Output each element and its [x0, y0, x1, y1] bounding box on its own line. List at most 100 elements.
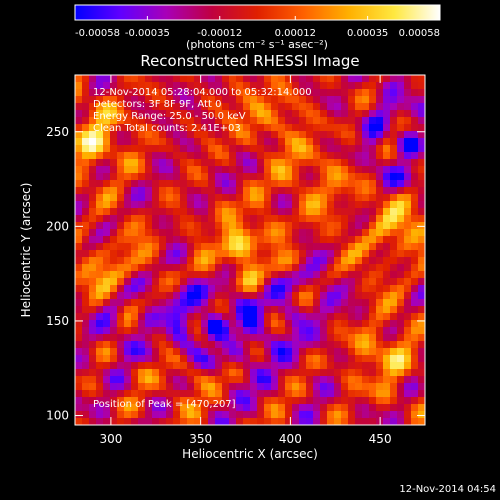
heatmap-cell [124, 348, 132, 356]
heatmap-cell [194, 215, 202, 223]
heatmap-cell [299, 208, 307, 216]
heatmap-cell [243, 418, 251, 425]
heatmap-cell [278, 131, 286, 139]
heatmap-cell [117, 404, 125, 412]
heatmap-cell [159, 222, 167, 230]
heatmap-cell [229, 355, 237, 363]
heatmap-cell [278, 411, 286, 419]
heatmap-cell [236, 411, 244, 419]
heatmap-cell [166, 299, 174, 307]
heatmap-cell [306, 208, 314, 216]
heatmap-cell [376, 264, 384, 272]
heatmap-cell [264, 264, 272, 272]
heatmap-cell [369, 292, 377, 300]
heatmap-cell [376, 404, 384, 412]
heatmap-cell [215, 250, 223, 258]
heatmap-cell [369, 145, 377, 153]
heatmap-cell [250, 82, 258, 90]
heatmap-cell [271, 159, 279, 167]
heatmap-cell [187, 222, 195, 230]
heatmap-cell [285, 222, 293, 230]
heatmap-cell [334, 292, 342, 300]
heatmap-cell [278, 292, 286, 300]
heatmap-cell [236, 96, 244, 104]
heatmap-cell [418, 194, 425, 202]
heatmap-cell [124, 89, 132, 97]
heatmap-cell [404, 250, 412, 258]
heatmap-cell [362, 159, 370, 167]
heatmap-cell [201, 278, 209, 286]
heatmap-cell [390, 96, 398, 104]
heatmap-cell [82, 306, 90, 314]
heatmap-cell [320, 152, 328, 160]
heatmap-cell [411, 124, 419, 132]
heatmap-cell [313, 362, 321, 370]
heatmap-cell [96, 103, 104, 111]
heatmap-cell [187, 334, 195, 342]
heatmap-cell [320, 369, 328, 377]
heatmap-cell [376, 201, 384, 209]
heatmap-cell [411, 369, 419, 377]
heatmap-cell [264, 390, 272, 398]
heatmap-cell [75, 306, 83, 314]
heatmap-cell [278, 264, 286, 272]
heatmap-cell [131, 229, 139, 237]
heatmap-cell [306, 411, 314, 419]
heatmap-cell [292, 390, 300, 398]
heatmap-cell [271, 285, 279, 293]
heatmap-cell [271, 383, 279, 391]
x-axis-label: Heliocentric X (arcsec) [182, 447, 318, 461]
heatmap-cell [369, 264, 377, 272]
heatmap-cell [257, 117, 265, 125]
heatmap-cell [82, 236, 90, 244]
heatmap-cell [229, 110, 237, 118]
heatmap-cell [75, 194, 83, 202]
heatmap-cell [194, 299, 202, 307]
heatmap-cell [292, 208, 300, 216]
heatmap-cell [362, 166, 370, 174]
heatmap-cell [278, 348, 286, 356]
heatmap-cell [173, 166, 181, 174]
heatmap-cell [229, 229, 237, 237]
heatmap-cell [320, 82, 328, 90]
heatmap-cell [201, 166, 209, 174]
heatmap-cell [110, 341, 118, 349]
heatmap-cell [208, 138, 216, 146]
heatmap-cell [355, 390, 363, 398]
heatmap-cell [334, 117, 342, 125]
heatmap-cell [222, 96, 230, 104]
heatmap-cell [208, 96, 216, 104]
heatmap-cell [173, 285, 181, 293]
heatmap-cell [215, 257, 223, 265]
heatmap-cell [215, 166, 223, 174]
heatmap-cell [229, 117, 237, 125]
heatmap-cell [369, 320, 377, 328]
heatmap-cell [390, 404, 398, 412]
heatmap-cell [222, 194, 230, 202]
heatmap-cell [229, 208, 237, 216]
heatmap-cell [82, 390, 90, 398]
heatmap-cell [383, 131, 391, 139]
heatmap-cell [411, 306, 419, 314]
heatmap-cell [222, 334, 230, 342]
heatmap-cell [208, 187, 216, 195]
heatmap-cell [75, 152, 83, 160]
heatmap-cell [418, 152, 425, 160]
heatmap-cell [124, 383, 132, 391]
heatmap-cell [96, 96, 104, 104]
heatmap-cell [250, 124, 258, 132]
heatmap-cell [103, 75, 111, 83]
heatmap-cell [257, 250, 265, 258]
heatmap-cell [75, 236, 83, 244]
heatmap-cell [292, 278, 300, 286]
heatmap-cell [341, 362, 349, 370]
heatmap-cell [250, 208, 258, 216]
heatmap-cell [96, 82, 104, 90]
heatmap-cell [222, 229, 230, 237]
heatmap-cell [131, 334, 139, 342]
heatmap-cell [418, 201, 425, 209]
heatmap-cell [292, 404, 300, 412]
heatmap-cell [236, 159, 244, 167]
heatmap-cell [159, 362, 167, 370]
heatmap-cell [320, 131, 328, 139]
